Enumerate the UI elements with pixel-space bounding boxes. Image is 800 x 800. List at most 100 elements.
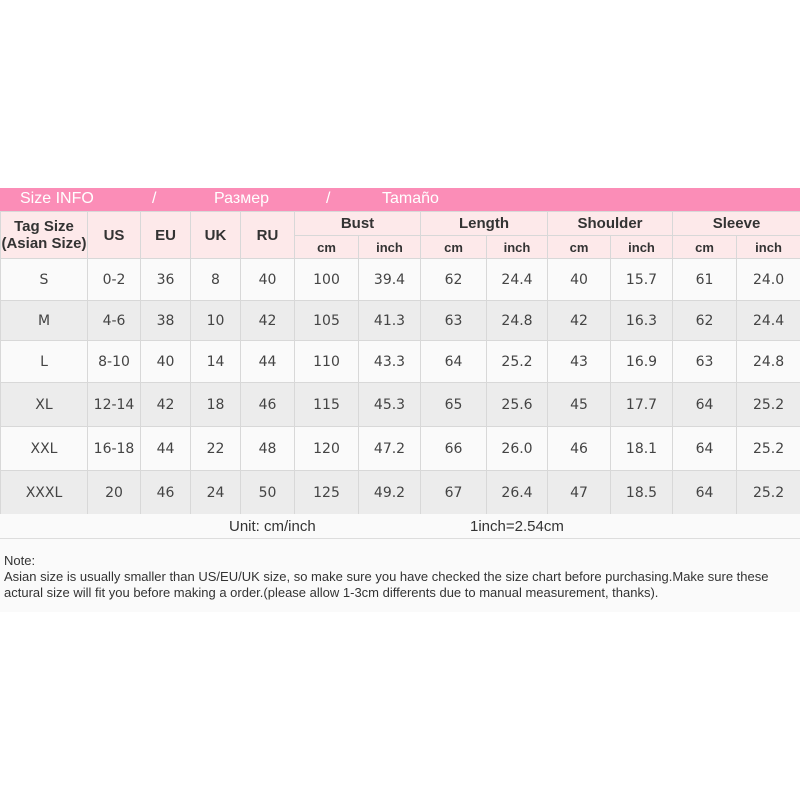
table-cell: 47.2	[358, 426, 421, 471]
unit-row: Unit: cm/inch 1inch=2.54cm	[0, 514, 800, 539]
table-cell: 45.3	[358, 382, 421, 427]
header-bust: Bust	[294, 211, 421, 236]
table-cell: 42	[140, 382, 191, 427]
table-cell: L	[0, 340, 88, 383]
table-cell: 8	[190, 258, 241, 301]
table-cell: 61	[672, 258, 738, 301]
table-cell: 64	[672, 426, 738, 471]
table-cell: 42	[547, 300, 611, 341]
table-cell: 120	[294, 426, 359, 471]
table-cell: 25.2	[736, 426, 800, 471]
header-cm: cm	[420, 235, 487, 259]
table-cell: 24.4	[736, 300, 800, 341]
table-cell: 25.2	[736, 382, 800, 427]
banner-title-en: Size INFO	[20, 190, 94, 207]
size-info-banner: Size INFO / Размер / Tamaño	[0, 188, 800, 211]
table-cell: 47	[547, 470, 611, 515]
table-cell: 24.4	[486, 258, 548, 301]
table-cell: 18.1	[609, 426, 674, 471]
table-cell: 10	[190, 300, 241, 341]
table-row: L 8-10 40 14 44 110 43.3 64 25.2 43 16.9 63 24.8	[0, 340, 800, 383]
table-cell: 24.0	[736, 258, 800, 301]
table-cell: 65	[420, 382, 487, 427]
table-cell: 44	[240, 340, 295, 383]
table-cell: 4-6	[87, 300, 141, 341]
table-cell: 15.7	[609, 258, 674, 301]
table-cell: 16.9	[609, 340, 674, 383]
table-cell: 50	[240, 470, 295, 515]
table-cell: XXL	[0, 426, 88, 471]
table-row: XL 12-14 42 18 46 115 45.3 65 25.6 45 17.7 64 25.2	[0, 382, 800, 427]
banner-separator: /	[326, 190, 331, 207]
header-inch: inch	[486, 235, 548, 259]
table-cell: 40	[140, 340, 191, 383]
table-cell: S	[0, 258, 88, 301]
size-chart-table: Tag Size (Asian Size) US EU UK RU Bust Le…	[0, 211, 800, 515]
table-row: XXXL 20 46 24 50 125 49.2 67 26.4 47 18.5 64 25.2	[0, 470, 800, 515]
note-text: Asian size is usually smaller than US/EU…	[4, 569, 769, 600]
table-cell: 18	[190, 382, 241, 427]
table-cell: 36	[140, 258, 191, 301]
banner-title-es: Tamaño	[382, 190, 439, 207]
table-cell: 115	[294, 382, 359, 427]
table-row: XXL 16-18 44 22 48 120 47.2 66 26.0 46 18.1 64 25.2	[0, 426, 800, 471]
table-cell: 40	[240, 258, 295, 301]
table-cell: 16.3	[609, 300, 674, 341]
table-cell: 12-14	[87, 382, 141, 427]
table-cell: 48	[240, 426, 295, 471]
table-cell: 62	[420, 258, 487, 301]
table-cell: 26.0	[486, 426, 548, 471]
header-eu: EU	[140, 211, 191, 259]
table-row: S 0-2 36 8 40 100 39.4 62 24.4 40 15.7 61 24.0	[0, 258, 800, 301]
table-cell: 16-18	[87, 426, 141, 471]
table-cell: 64	[672, 382, 738, 427]
header-shoulder: Shoulder	[546, 211, 674, 236]
table-cell: 46	[240, 382, 295, 427]
table-cell: 18.5	[609, 470, 674, 515]
table-cell: 38	[140, 300, 191, 341]
table-cell: 105	[294, 300, 359, 341]
header-inch: inch	[358, 235, 421, 259]
table-cell: 14	[190, 340, 241, 383]
unit-label: Unit: cm/inch	[229, 518, 316, 535]
table-cell: 64	[420, 340, 487, 383]
table-cell: 44	[140, 426, 191, 471]
header-sleeve: Sleeve	[672, 211, 800, 236]
table-cell: M	[0, 300, 88, 341]
unit-conversion: 1inch=2.54cm	[470, 518, 564, 535]
header-ru: RU	[240, 211, 295, 259]
header-us: US	[87, 211, 141, 259]
table-cell: 64	[672, 470, 738, 515]
table-cell: 49.2	[358, 470, 421, 515]
table-cell: XL	[0, 382, 88, 427]
header-tag-size: Tag Size (Asian Size)	[0, 211, 88, 259]
header-inch: inch	[609, 235, 674, 259]
header-length: Length	[420, 211, 548, 236]
table-cell: 24.8	[736, 340, 800, 383]
header-cm: cm	[547, 235, 611, 259]
table-cell: 25.2	[736, 470, 800, 515]
table-cell: 17.7	[609, 382, 674, 427]
table-cell: XXXL	[0, 470, 88, 515]
table-cell: 46	[140, 470, 191, 515]
table-cell: 45	[547, 382, 611, 427]
table-cell: 63	[672, 340, 738, 383]
table-cell: 25.6	[486, 382, 548, 427]
table-cell: 0-2	[87, 258, 141, 301]
table-cell: 63	[420, 300, 487, 341]
table-cell: 40	[547, 258, 611, 301]
table-cell: 43	[547, 340, 611, 383]
header-cm: cm	[672, 235, 738, 259]
table-cell: 62	[672, 300, 738, 341]
table-cell: 100	[294, 258, 359, 301]
table-cell: 24.8	[486, 300, 548, 341]
table-cell: 20	[87, 470, 141, 515]
table-cell: 46	[547, 426, 611, 471]
table-cell: 39.4	[358, 258, 421, 301]
table-row: M 4-6 38 10 42 105 41.3 63 24.8 42 16.3 62 24.4	[0, 300, 800, 341]
note-section: Note: Asian size is usually smaller than…	[0, 539, 800, 612]
table-cell: 24	[190, 470, 241, 515]
note-title: Note:	[4, 553, 36, 568]
table-cell: 25.2	[486, 340, 548, 383]
table-cell: 67	[420, 470, 487, 515]
